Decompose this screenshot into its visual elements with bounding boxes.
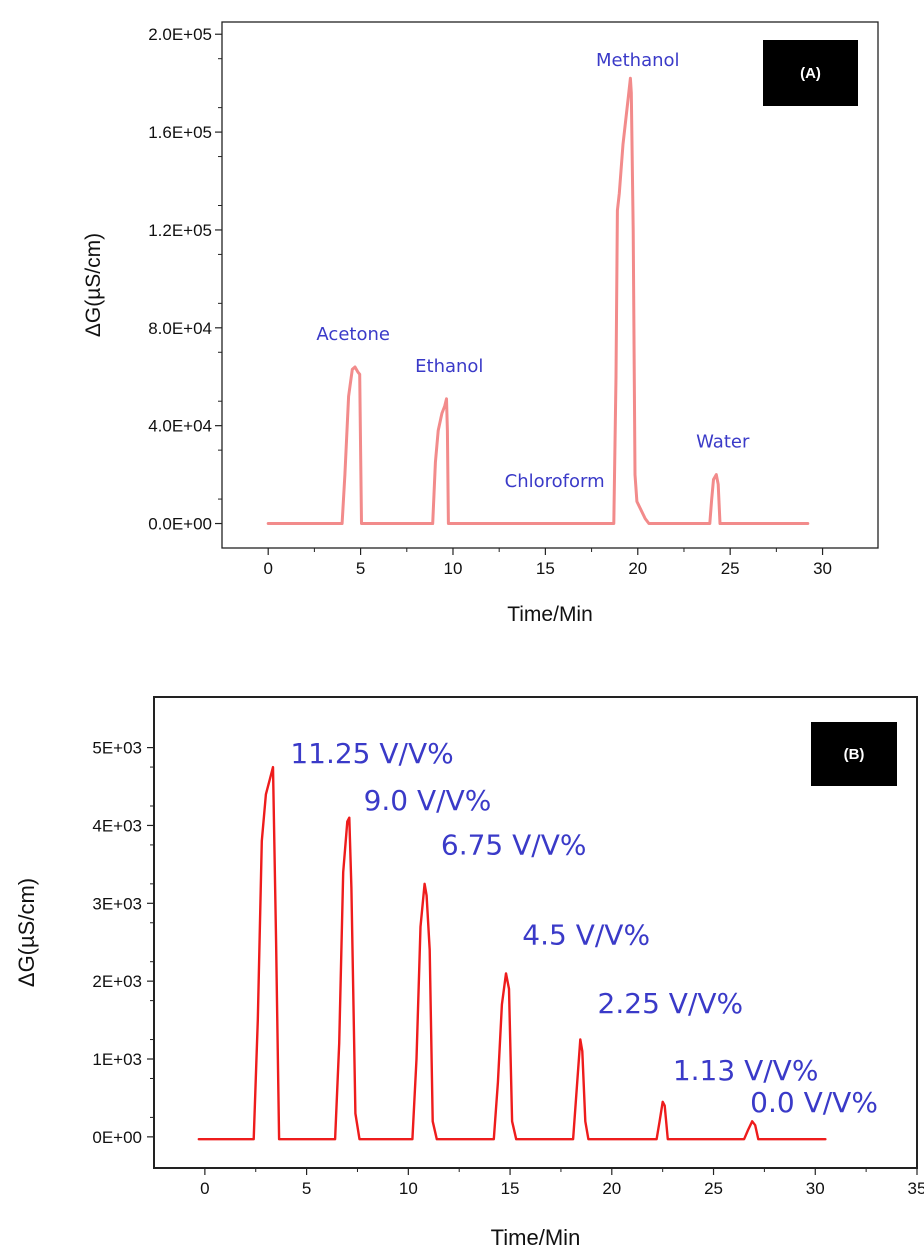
chart-b: 0 5 10 15 20 25 30 35 0E+00 1E+03 2E+03 3E+03 4E+03 5…: [14, 696, 924, 1250]
y-tick-label: 8.0E+04: [148, 319, 212, 338]
y-tick-label: 1.6E+05: [148, 123, 212, 142]
y-tick-label: 1E+03: [92, 1050, 142, 1069]
plot-frame: [153, 696, 918, 1169]
x-tick-label: 5: [302, 1179, 311, 1198]
y-tick-label: 1.2E+05: [148, 221, 212, 240]
peak-annotation: Water: [696, 432, 750, 453]
x-tick-label: 30: [806, 1179, 825, 1198]
peak-annotation: 1.13 V/V%: [673, 1054, 819, 1087]
y-axis-title: ΔG(µS/cm): [14, 878, 39, 987]
x-axis-title: Time/Min: [507, 603, 593, 626]
panel-label-badge: [763, 40, 858, 106]
x-tick-label: 10: [399, 1179, 418, 1198]
peak-annotation: 9.0 V/V%: [364, 784, 492, 817]
plot-frame: [221, 21, 879, 549]
x-tick-label: 15: [536, 559, 555, 578]
x-tick-label: 5: [356, 559, 365, 578]
peak-annotation: Chloroform: [505, 471, 605, 492]
y-tick-label: 4.0E+04: [148, 417, 212, 436]
y-tick-label: 5E+03: [92, 739, 142, 758]
x-tick-label: 10: [444, 559, 463, 578]
y-tick-label: 3E+03: [92, 894, 142, 913]
x-axis-title: Time/Min: [491, 1225, 581, 1250]
x-tick-label: 25: [704, 1179, 723, 1198]
x-tick-label: 15: [501, 1179, 520, 1198]
series-line: [266, 76, 810, 525]
y-tick-label: 0E+00: [92, 1128, 142, 1147]
x-tick-label: 20: [602, 1179, 621, 1198]
panel-label: (A): [800, 65, 821, 82]
peak-annotation: Acetone: [316, 324, 390, 345]
peak-annotation: 2.25 V/V%: [598, 987, 744, 1020]
peak-annotation: 4.5 V/V%: [522, 919, 650, 952]
y-tick-label: 4E+03: [92, 816, 142, 835]
y-axis-title: ΔG(µS/cm): [82, 233, 105, 337]
x-tick-label: 0: [200, 1179, 209, 1198]
x-tick-label: 20: [628, 559, 647, 578]
y-tick-label: 2.0E+05: [148, 25, 212, 44]
peak-annotation: Methanol: [596, 50, 680, 71]
x-tick-label: 30: [813, 559, 832, 578]
peak-annotation: 6.75 V/V%: [441, 828, 587, 861]
y-tick-label: 0.0E+00: [148, 515, 212, 534]
x-tick-label: 25: [721, 559, 740, 578]
peak-annotation: 11.25 V/V%: [290, 737, 453, 770]
peak-annotation: Ethanol: [415, 356, 483, 377]
y-tick-label: 2E+03: [92, 972, 142, 991]
chart-a: 0 5 10 15 20 25 30 0.0E+00 4.0E+04 8.0E+04 1.2E+05…: [82, 21, 879, 626]
series-line: [197, 765, 827, 1141]
panel-label-badge: [811, 722, 897, 786]
panel-label: (B): [844, 746, 865, 763]
peak-annotation: 0.0 V/V%: [750, 1086, 878, 1119]
x-tick-label: 35: [908, 1179, 924, 1198]
x-tick-label: 0: [263, 559, 272, 578]
